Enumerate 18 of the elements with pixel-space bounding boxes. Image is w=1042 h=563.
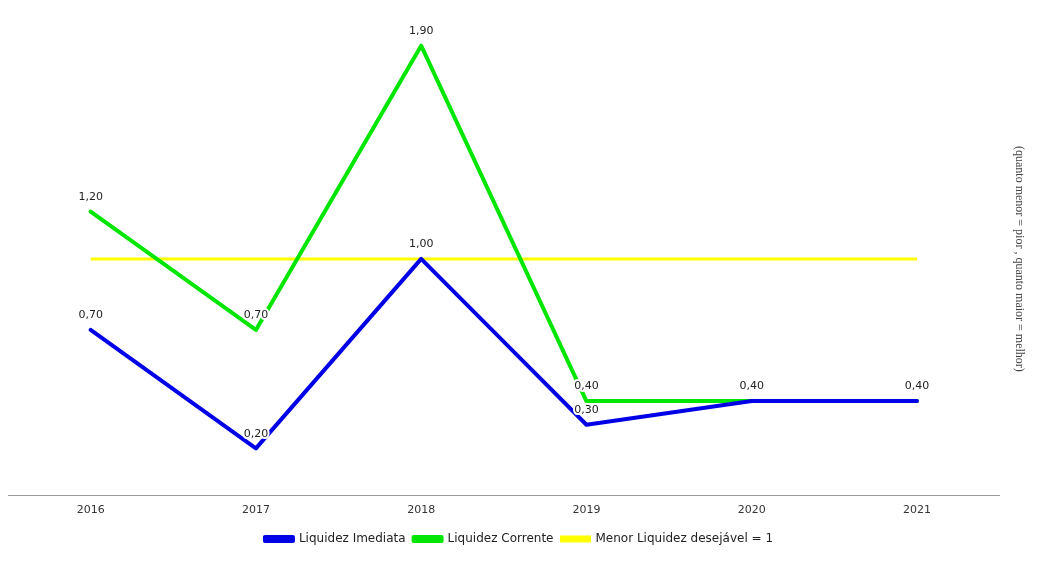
legend-label: Liquidez Imediata: [298, 531, 406, 546]
data-label: 0,40: [739, 379, 764, 393]
legend-label: Liquidez Corrente: [447, 531, 554, 546]
data-label: 0,30: [574, 403, 599, 417]
x-tick-label: 2021: [902, 503, 931, 517]
data-label: 1,00: [408, 237, 434, 251]
x-tick-label: 2020: [737, 503, 766, 517]
x-tick-label: 2018: [407, 503, 436, 517]
x-tick-label: 2017: [241, 503, 270, 517]
x-tick-label: 2019: [572, 503, 601, 517]
x-tick-label: 2016: [76, 503, 105, 517]
y-axis-title: (quanto menor = pior , quanto maior = melhor): [1012, 145, 1027, 372]
data-label: 0,40: [904, 379, 930, 393]
legend-label: Menor Liquidez desejável = 1: [595, 531, 774, 546]
data-label: 1,20: [78, 189, 103, 203]
data-label: 1,90: [408, 24, 434, 38]
data-label: 0,70: [78, 308, 103, 322]
data-label: 0,20: [243, 426, 269, 440]
